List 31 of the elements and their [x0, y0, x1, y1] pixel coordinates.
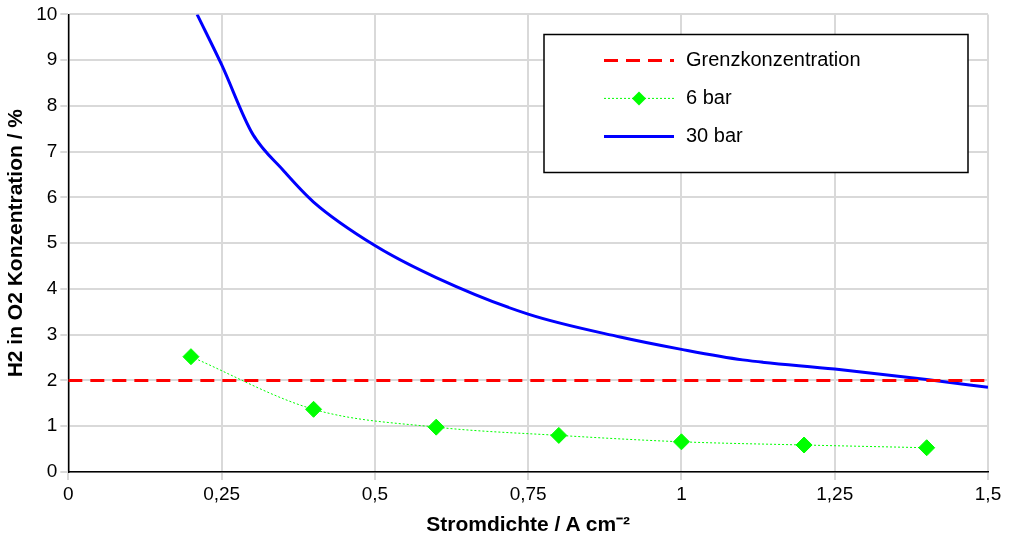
point: [305, 400, 323, 418]
point: [795, 436, 813, 454]
point: [427, 418, 445, 436]
x-tick-label: 1,5: [974, 482, 1002, 504]
legend-label: Grenzkonzentration: [686, 47, 861, 70]
point: [672, 433, 690, 451]
x-tick-label: 1: [676, 482, 687, 504]
point: [550, 426, 568, 444]
line-series: [195, 14, 988, 389]
y-tick-label: 0: [46, 460, 58, 482]
x-tick-label: 0,5: [361, 482, 389, 504]
point: [182, 348, 200, 366]
y-tick-label: 1: [46, 414, 58, 436]
y-axis-title: H2 in O2 Konzentration / %: [3, 108, 27, 378]
point: [918, 439, 936, 457]
y-tick-label: 6: [46, 185, 58, 207]
legend-label: 30 bar: [686, 123, 744, 146]
x-tick-label: 0,75: [509, 482, 547, 504]
y-tick-label: 7: [46, 139, 58, 161]
x-tick-label: 0: [63, 482, 74, 504]
y-tick-label: 9: [46, 48, 58, 70]
x-tick-label: 0,25: [203, 482, 241, 504]
x-axis-title: Stromdichte / A cm⁻²: [426, 512, 631, 536]
y-tick-label: 8: [46, 94, 58, 116]
y-tick-label: 3: [46, 322, 58, 344]
y-tick-label: 2: [46, 368, 58, 390]
x-tick-label: 1,25: [816, 482, 854, 504]
legend-label: 6 bar: [686, 85, 732, 108]
y-tick-label: 5: [46, 231, 58, 253]
y-tick-label: 4: [46, 277, 58, 299]
y-tick-label: 10: [36, 2, 58, 24]
